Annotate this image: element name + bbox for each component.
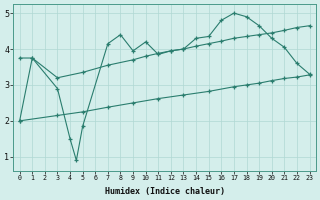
X-axis label: Humidex (Indice chaleur): Humidex (Indice chaleur) bbox=[105, 187, 225, 196]
